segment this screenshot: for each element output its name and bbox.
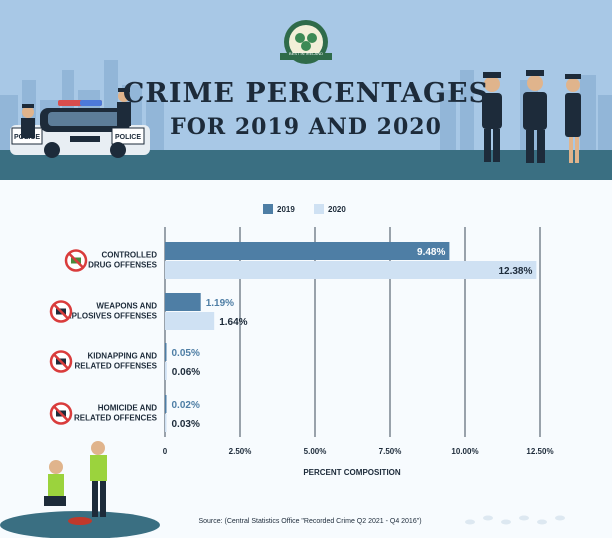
icon-slash [53, 405, 69, 422]
bar [165, 261, 537, 279]
no-kidnapping-icon [49, 350, 73, 373]
data-label: 9.48% [417, 247, 445, 258]
car-label-right: POLICE [115, 134, 141, 141]
page-title: CRIME PERCENTAGES [122, 78, 490, 109]
x-axis-label: PERCENT COMPOSITION [303, 468, 401, 477]
category-labels: CONTROLLED DRUG OFFENSES WEAPONS AND EXPLOS… [61, 251, 158, 423]
icon-slash [53, 303, 69, 320]
no-homicide-icon [49, 402, 73, 425]
legend-swatch [263, 204, 273, 214]
forensic-officers-illustration [0, 441, 160, 538]
bar [165, 242, 450, 260]
category-icons [49, 249, 88, 425]
officer-figure-1 [482, 72, 502, 162]
legend-swatch [314, 204, 324, 214]
officer-figure-2 [523, 70, 547, 163]
data-label: 0.02% [172, 400, 200, 411]
no-weapons-icon [49, 300, 73, 323]
officer-figure-car [117, 88, 131, 126]
bar [165, 312, 215, 330]
legend: 2019 2020 [263, 204, 346, 214]
page-subtitle: FOR 2019 AND 2020 [170, 114, 442, 140]
city-skyline-illustration: POLICE POLICE [0, 20, 612, 180]
bar [165, 362, 167, 380]
data-label: 0.05% [172, 348, 200, 359]
officer-figure-left [21, 104, 35, 138]
data-label: 1.19% [206, 298, 234, 309]
x-tick-label: 7.50% [379, 447, 402, 456]
data-label: 0.06% [172, 367, 200, 378]
category-label: HOMICIDE AND RELATED OFFENCES [74, 404, 158, 423]
x-tick-label: 0 [163, 447, 168, 456]
category-label: KIDNAPPING AND RELATED OFFENSES [74, 352, 157, 371]
car-label-left: POLICE [14, 134, 40, 141]
bar [165, 293, 201, 311]
legend-label: 2020 [328, 205, 346, 214]
bar [165, 395, 167, 413]
officer-figure-3 [565, 74, 581, 163]
x-tick-label: 12.50% [526, 447, 553, 456]
header-banner: POLICE POLICE BEST IN IRELAND CRIME PERC… [0, 0, 612, 180]
x-tick-label: 10.00% [451, 447, 478, 456]
x-tick-label: 2.50% [229, 447, 252, 456]
bar-chart: 2019 2020 9.48% 12.38% 1.19% 1.64% 0.05% 0.06%… [0, 204, 565, 538]
bar [165, 414, 167, 432]
police-car-illustration [10, 100, 150, 158]
bars: 9.48% 12.38% 1.19% 1.64% 0.05% 0.06% 0.02% 0.03… [165, 242, 537, 432]
x-axis-ticks: 0 2.50% 5.00% 7.50% 10.00% 12.50% [163, 447, 554, 456]
badge-text: BEST IN IRELAND [289, 51, 323, 56]
data-label: 1.64% [219, 317, 247, 328]
legend-label: 2019 [277, 205, 295, 214]
category-label: CONTROLLED DRUG OFFENSES [88, 251, 158, 270]
bar [165, 343, 167, 361]
best-in-ireland-badge [280, 20, 332, 64]
category-label: WEAPONS AND EXPLOSIVES OFFENSES [61, 302, 158, 321]
footprints-decoration [465, 515, 565, 525]
icon-slash [53, 353, 69, 370]
source-note: Source: (Central Statistics Office "Reco… [198, 518, 422, 525]
data-label: 12.38% [498, 266, 532, 277]
icon-slash [68, 252, 84, 269]
chart-area: 2019 2020 9.48% 12.38% 1.19% 1.64% 0.05% 0.06%… [0, 180, 612, 538]
x-tick-label: 5.00% [304, 447, 327, 456]
data-label: 0.03% [172, 419, 200, 430]
no-drugs-icon [64, 249, 88, 272]
